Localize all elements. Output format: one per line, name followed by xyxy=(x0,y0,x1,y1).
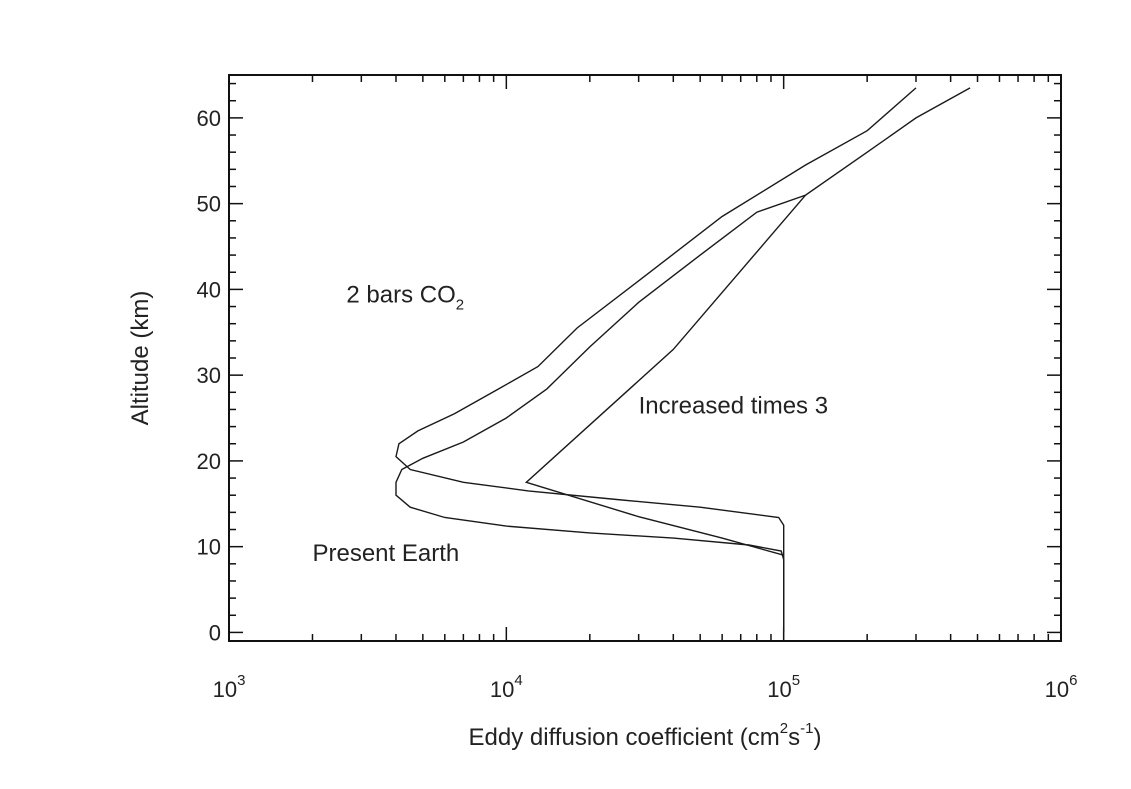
y-tick-label: 40 xyxy=(197,277,221,302)
curves xyxy=(395,87,971,633)
y-tick-label: 20 xyxy=(197,449,221,474)
x-tick-label: 105 xyxy=(767,672,800,702)
y-tick-label: 0 xyxy=(209,620,221,645)
x-tick-label: 106 xyxy=(1045,672,1078,702)
annotation-2: Increased times 3 xyxy=(639,393,828,420)
annotations: 2 bars CO2 Increased times 3 Present Earth xyxy=(312,281,828,567)
x-tick-labels: 103 104 105 106 xyxy=(213,672,1078,702)
series-line-2 xyxy=(395,87,917,633)
y-tick-label: 50 xyxy=(197,192,221,217)
series-line-1 xyxy=(395,87,971,633)
y-tick-labels: 0 10 20 30 40 50 60 xyxy=(197,106,221,646)
x-tick-label: 103 xyxy=(213,672,246,702)
annotation-3: Present Earth xyxy=(312,540,459,567)
y-tick-label: 10 xyxy=(197,535,221,560)
y-axis-label: Altitude (km) xyxy=(127,291,154,426)
y-tick-label: 60 xyxy=(197,106,221,131)
y-tick-label: 30 xyxy=(197,363,221,388)
series-line-3 xyxy=(524,194,807,556)
x-tick-label: 104 xyxy=(490,672,523,702)
annotation-1: 2 bars CO2 xyxy=(346,281,464,313)
axis-ticks xyxy=(228,75,1061,641)
x-axis-label: Eddy diffusion coefficient (cm2s-1) xyxy=(469,720,822,751)
